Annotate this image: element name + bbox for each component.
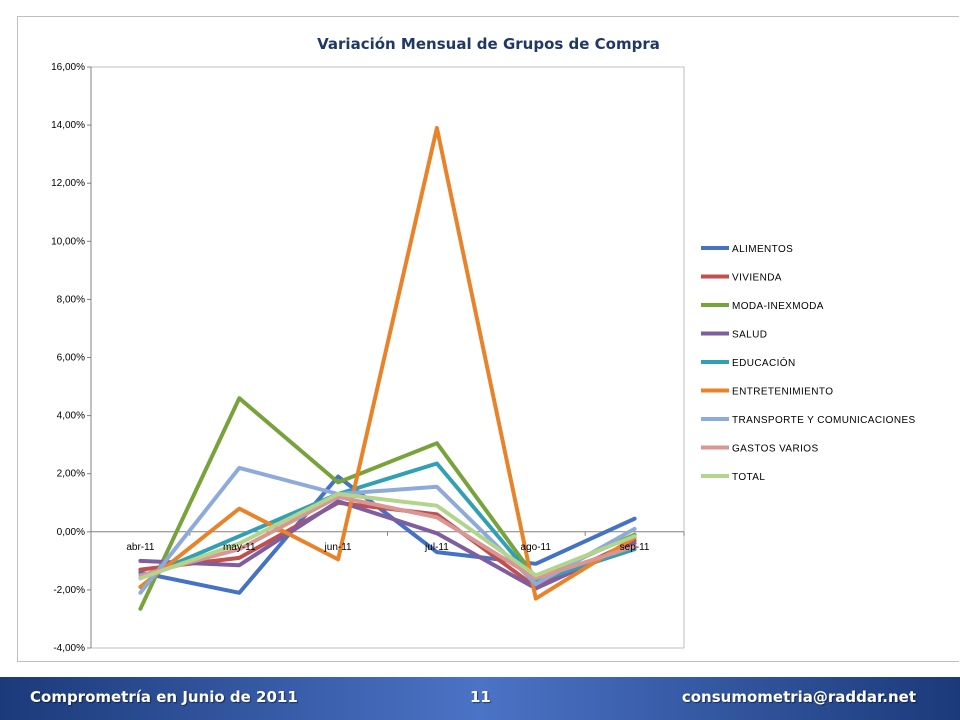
y-tick-label: 16,00% (51, 62, 85, 73)
legend-label: SALUD (732, 330, 767, 341)
line-chart: -4,00% -2,00% 0,00% 2,00% 4,00% 6,00% 8,00% 10,… (51, 62, 916, 654)
x-tick-label: jul-11 (424, 542, 449, 553)
legend-label: ENTRETENIMIENTO (732, 387, 833, 398)
series-line (138, 494, 637, 581)
series-line (138, 474, 637, 595)
legend-label: EDUCACIÓN (732, 356, 796, 369)
y-tick-label: 4,00% (57, 411, 85, 422)
legend-label: GASTOS VARIOS (732, 444, 819, 455)
y-tick-label: 14,00% (51, 120, 85, 131)
x-tick-label: ago-11 (521, 542, 552, 553)
y-tick-label: 8,00% (57, 294, 85, 305)
legend-label: VIVIENDA (732, 273, 782, 284)
series-line (138, 126, 637, 601)
series-line (138, 492, 637, 581)
x-tick-label: jun-11 (324, 542, 352, 553)
y-tick-label: 2,00% (57, 469, 85, 480)
y-tick-label: 6,00% (57, 353, 85, 364)
series-line (138, 499, 637, 591)
y-tick-label: -4,00% (53, 643, 85, 654)
x-tick-label: may-11 (223, 542, 256, 553)
y-tick-label: 10,00% (51, 236, 85, 247)
legend-label: TRANSPORTE Y COMUNICACIONES (732, 415, 916, 426)
legend-label: MODA-INEXMODA (732, 301, 824, 312)
chart-title: Variación Mensual de Grupos de Compra (317, 35, 660, 53)
legend-label: ALIMENTOS (732, 244, 793, 255)
y-tick-label: -2,00% (53, 585, 85, 596)
x-tick-label: sep-11 (620, 542, 650, 553)
footer-title: Comprometría en Junio de 2011 (30, 688, 298, 706)
footer-email[interactable]: consumometria@raddar.net (681, 688, 916, 706)
footer-bar: Comprometría en Junio de 2011 11 consumo… (0, 677, 960, 720)
chart-frame: Variación Mensual de Grupos de Compra -4… (17, 16, 959, 662)
y-tick-label: 0,00% (57, 527, 85, 538)
page-number: 11 (470, 688, 491, 706)
legend-label: TOTAL (732, 472, 765, 483)
x-tick-label: abr-11 (126, 542, 155, 553)
y-tick-label: 12,00% (51, 178, 85, 189)
